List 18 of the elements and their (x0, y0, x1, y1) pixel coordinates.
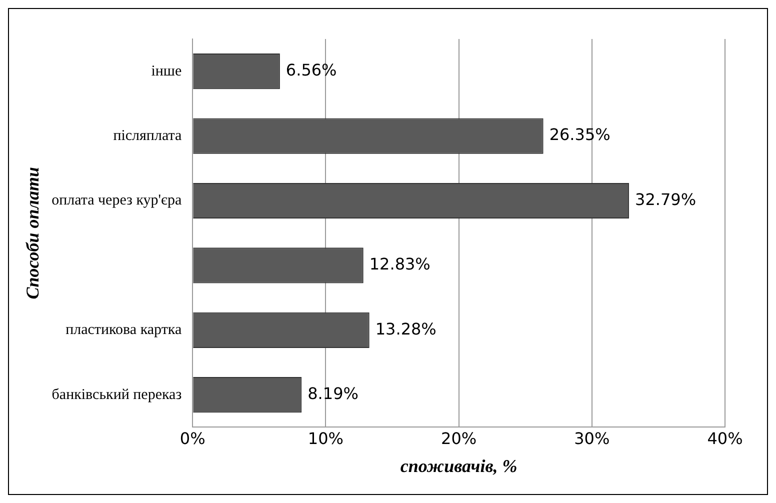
y-tick-label: післяплата (113, 128, 182, 144)
y-tick-label: інше (151, 63, 182, 80)
x-tick-label: 0% (180, 428, 206, 448)
y-tick-label: пластикова картка (66, 322, 182, 338)
data-label: 6.56% (286, 60, 337, 80)
x-tick-label: 40% (707, 428, 743, 448)
x-tick-label: 10% (308, 428, 344, 448)
data-label: 26.35% (549, 125, 610, 144)
data-label: 32.79% (635, 190, 696, 209)
data-label: 8.19% (308, 384, 358, 404)
y-tick-label: оплата через кур'єра (52, 192, 182, 209)
y-axis-title: Способи оплати (22, 166, 42, 300)
x-tick-label: 20% (441, 428, 477, 448)
data-label: 13.28% (375, 319, 436, 338)
y-tick-label: банківський переказ (52, 386, 182, 403)
data-label: 12.83% (369, 254, 430, 274)
x-axis-title: споживачів, % (400, 456, 518, 476)
x-tick-label: 30% (574, 428, 610, 448)
